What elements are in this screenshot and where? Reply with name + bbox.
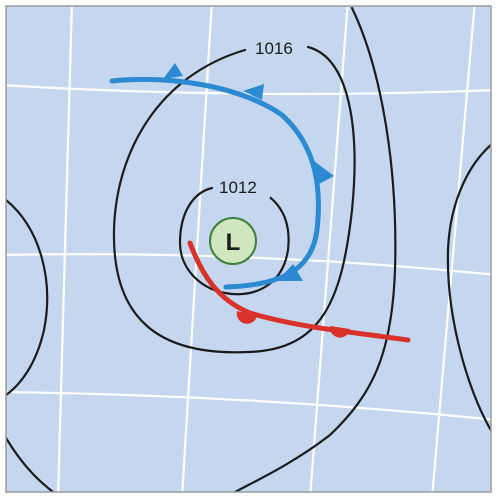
latitude-line (6, 390, 491, 421)
isobar-label-1012: 1012 (219, 178, 257, 197)
longitude-line (431, 6, 476, 492)
isobar-label-1016: 1016 (255, 39, 293, 58)
label-gap (252, 34, 306, 58)
isobar-south (6, 436, 55, 492)
isobar-east (446, 143, 491, 433)
longitude-line (57, 6, 73, 492)
cold-front-triangle (243, 84, 264, 100)
longitude-line (181, 6, 213, 492)
warm-front-semicircle (329, 326, 350, 338)
cold-front (109, 76, 321, 290)
cold-front-triangle (163, 63, 183, 79)
isobar-1016 (112, 45, 356, 354)
cold-front-triangle (277, 264, 303, 281)
isobar-west (6, 198, 49, 397)
warm-front-semicircle (236, 311, 257, 324)
cold-front-triangle (314, 161, 334, 185)
map-border (5, 5, 492, 493)
fronts (109, 63, 411, 343)
isobar-1012 (178, 185, 290, 296)
warm-front (187, 240, 411, 343)
low-pressure-label: L (226, 229, 241, 256)
low-pressure-center (209, 217, 257, 265)
label-gap (216, 174, 270, 198)
